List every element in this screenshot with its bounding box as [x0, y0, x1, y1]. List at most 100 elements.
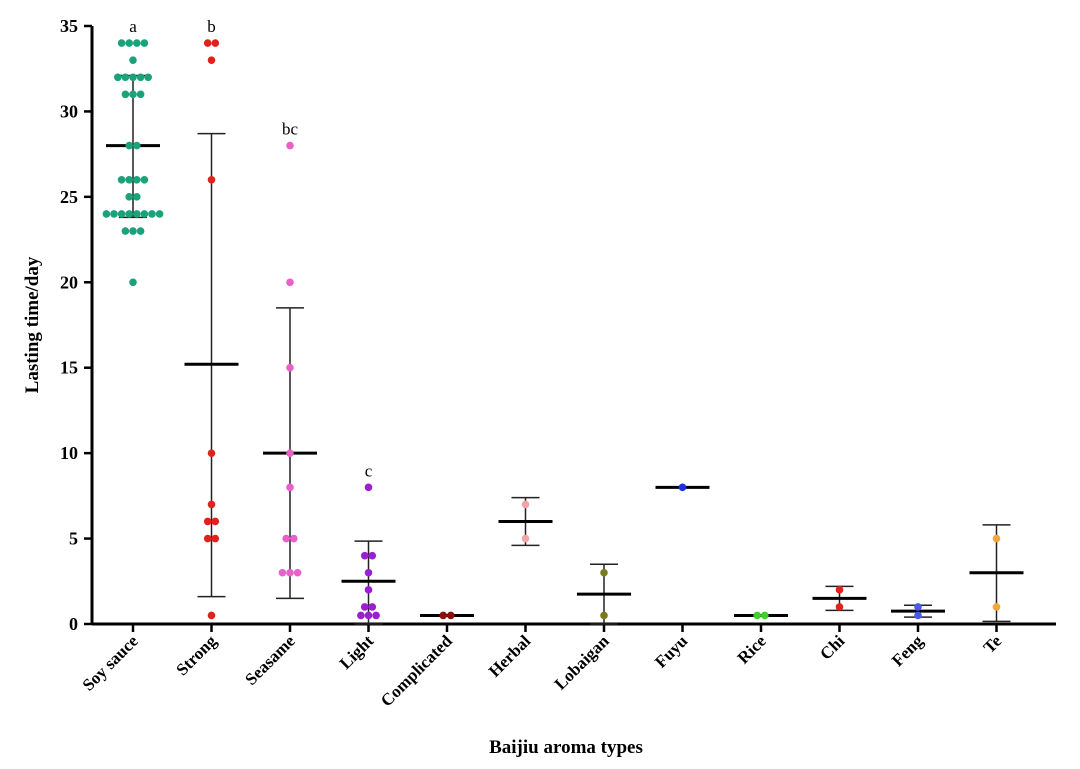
data-point — [282, 534, 291, 543]
y-tick-label: 0 — [69, 614, 78, 634]
error-bars — [119, 74, 1011, 625]
x-tick-label: Soy sauce — [79, 631, 143, 695]
data-point — [129, 278, 137, 287]
y-tick-label: 5 — [69, 529, 78, 549]
data-point — [360, 551, 369, 560]
data-point — [121, 90, 130, 99]
data-point — [125, 141, 133, 150]
mean-lines — [106, 144, 1024, 617]
data-point — [117, 39, 126, 47]
significance-label: bc — [282, 120, 299, 139]
y-tick-label: 10 — [60, 443, 78, 463]
data-point — [521, 534, 530, 543]
data-point — [155, 210, 164, 218]
data-point — [761, 611, 769, 620]
data-point — [992, 534, 1001, 543]
data-point — [110, 210, 118, 218]
y-tick-label: 20 — [60, 272, 78, 292]
data-point — [600, 568, 608, 577]
data-point — [102, 210, 111, 218]
data-point — [121, 73, 130, 82]
y-tick-label: 35 — [60, 16, 78, 36]
data-point — [207, 449, 216, 457]
significance-label: a — [129, 17, 137, 36]
data-point — [203, 39, 212, 47]
data-point — [129, 56, 137, 64]
data-point — [835, 603, 844, 611]
axes — [90, 26, 1056, 626]
data-points — [102, 39, 1001, 620]
data-point — [129, 90, 137, 99]
data-point — [125, 39, 133, 47]
data-point — [207, 56, 216, 64]
x-tick-label: Feng — [888, 631, 927, 670]
x-tick-label: Complicated — [377, 631, 456, 710]
x-tick-label: Strong — [172, 631, 220, 679]
data-point — [357, 611, 365, 620]
data-point — [286, 141, 294, 150]
data-point — [914, 603, 922, 611]
data-point — [286, 363, 294, 372]
x-tick-label: Rice — [734, 631, 770, 667]
data-point — [125, 193, 133, 201]
data-point — [364, 586, 373, 594]
data-point — [600, 611, 608, 620]
data-point — [140, 39, 149, 47]
data-point — [133, 175, 141, 184]
data-point — [286, 483, 294, 492]
data-point — [125, 175, 133, 184]
data-point — [364, 568, 373, 577]
data-point — [133, 141, 141, 150]
data-point — [140, 175, 149, 184]
x-axis-title: Baijiu aroma types — [489, 737, 643, 758]
data-point — [368, 551, 377, 560]
significance-labels: a b bc c — [129, 17, 373, 480]
data-point — [211, 39, 220, 47]
data-point — [133, 193, 141, 201]
x-tick-label: Fuyu — [651, 631, 691, 671]
x-tick-label: Light — [336, 631, 378, 673]
data-point — [290, 534, 298, 543]
data-point — [144, 73, 152, 82]
data-point — [286, 568, 294, 577]
data-point — [372, 611, 380, 620]
data-point — [117, 175, 126, 184]
data-point — [203, 517, 212, 526]
data-point — [364, 611, 373, 620]
data-point — [140, 210, 149, 218]
data-point — [125, 210, 133, 218]
data-point — [136, 90, 145, 99]
data-point — [753, 611, 761, 620]
data-point — [148, 210, 156, 218]
data-point — [207, 611, 216, 620]
y-tick-label: 15 — [60, 358, 78, 378]
data-point — [368, 603, 377, 611]
significance-label: b — [207, 17, 216, 36]
data-point — [286, 449, 294, 457]
data-point — [914, 611, 922, 620]
data-point — [207, 175, 216, 184]
x-tick-label: Seasame — [241, 631, 299, 689]
data-point — [360, 603, 369, 611]
data-point — [136, 227, 145, 235]
data-point — [364, 483, 373, 492]
y-tick-label: 30 — [60, 101, 78, 121]
data-point — [114, 73, 122, 82]
data-point — [678, 483, 687, 492]
significance-label: c — [365, 461, 373, 480]
x-ticks: Soy sauce Strong Seasame Light Complicated He… — [79, 624, 1006, 710]
data-point — [835, 586, 844, 594]
data-point — [439, 611, 448, 620]
data-point — [211, 534, 220, 543]
data-point — [293, 568, 302, 577]
data-point — [133, 39, 141, 47]
y-tick-label: 25 — [60, 187, 78, 207]
data-point — [129, 73, 137, 82]
data-point — [211, 517, 220, 526]
data-point — [278, 568, 287, 577]
x-tick-label: Herbal — [485, 631, 535, 681]
data-point — [133, 210, 141, 218]
y-ticks: 0 5 10 15 20 25 30 35 — [60, 16, 92, 634]
data-point — [121, 227, 130, 235]
